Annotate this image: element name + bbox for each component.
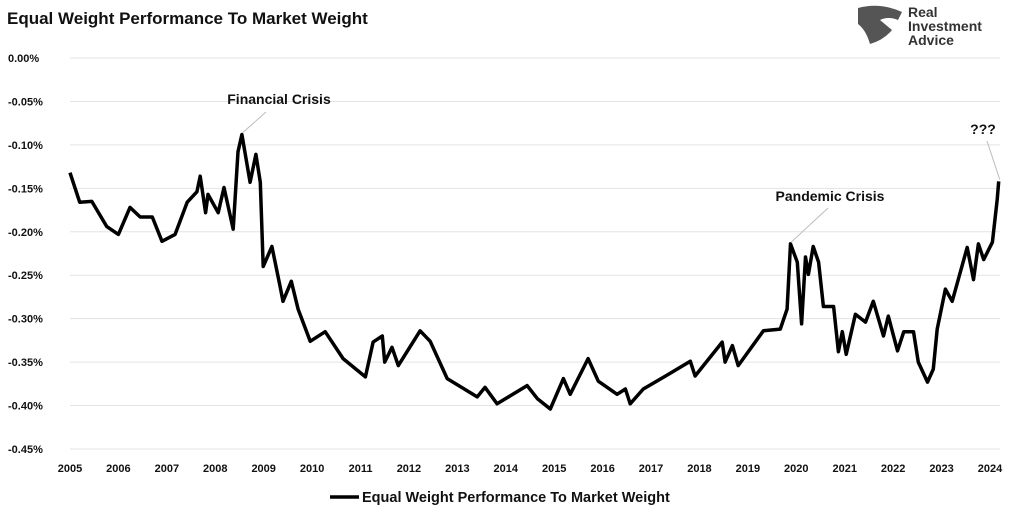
y-tick-label: -0.15%: [8, 183, 43, 195]
y-axis: 0.00% -0.05% -0.10% -0.15% -0.20% -0.25% -0.30…: [8, 53, 43, 456]
legend: Equal Weight Performance To Market Weigh…: [330, 490, 670, 506]
annotation-leader-line: [791, 207, 829, 243]
x-tick-label: 2015: [542, 463, 566, 475]
legend-label: Equal Weight Performance To Market Weigh…: [362, 490, 670, 506]
x-tick-label: 2021: [832, 463, 856, 475]
x-axis: 2005 2006 2007 2008 2009 2010 2011 2012 2013 2014…: [58, 463, 1003, 475]
y-tick-label: -0.45%: [8, 444, 43, 456]
x-tick-label: 2020: [784, 463, 808, 475]
y-tick-label: -0.40%: [8, 401, 43, 413]
x-tick-label: 2008: [203, 463, 227, 475]
x-tick-label: 2006: [106, 463, 130, 475]
series-line: [68, 132, 1001, 411]
x-tick-label: 2014: [494, 463, 519, 475]
x-tick-label: 2017: [639, 463, 663, 475]
x-tick-label: 2012: [397, 463, 421, 475]
annotation-label: Financial Crisis: [227, 91, 331, 107]
y-tick-label: -0.35%: [8, 357, 43, 369]
x-tick-label: 2022: [881, 463, 905, 475]
annotation-leader-line: [242, 111, 267, 133]
y-tick-label: 0.00%: [8, 53, 39, 65]
x-tick-label: 2013: [445, 463, 469, 475]
y-tick-label: -0.10%: [8, 140, 43, 152]
y-tick-label: -0.05%: [8, 96, 43, 108]
x-tick-label: 2011: [349, 463, 373, 475]
x-tick-label: 2007: [155, 463, 179, 475]
annotation-label: ???: [970, 121, 996, 137]
logo-text: Real: [908, 4, 938, 20]
eagle-logo-icon: [858, 5, 902, 44]
x-tick-label: 2019: [736, 463, 760, 475]
logo: Real Investment Advice: [858, 4, 982, 48]
annotation-label: Pandemic Crisis: [776, 188, 885, 204]
y-tick-label: -0.20%: [8, 227, 43, 239]
x-tick-label: 2016: [590, 463, 614, 475]
chart-title: Equal Weight Performance To Market Weigh…: [7, 9, 368, 28]
logo-text-2: Investment: [908, 18, 982, 34]
x-tick-label: 2009: [251, 463, 275, 475]
x-tick-label: 2024: [978, 463, 1003, 475]
x-tick-label: 2010: [300, 463, 324, 475]
y-tick-label: -0.30%: [8, 314, 43, 326]
x-tick-label: 2018: [687, 463, 711, 475]
annotations: Financial Crisis Pandemic Crisis???: [227, 91, 1001, 243]
gridlines: [70, 57, 1000, 450]
x-tick-label: 2023: [929, 463, 953, 475]
y-tick-label: -0.25%: [8, 270, 43, 282]
x-tick-label: 2005: [58, 463, 82, 475]
annotation-leader-line: [986, 140, 1001, 180]
logo-text-3: Advice: [908, 32, 954, 48]
